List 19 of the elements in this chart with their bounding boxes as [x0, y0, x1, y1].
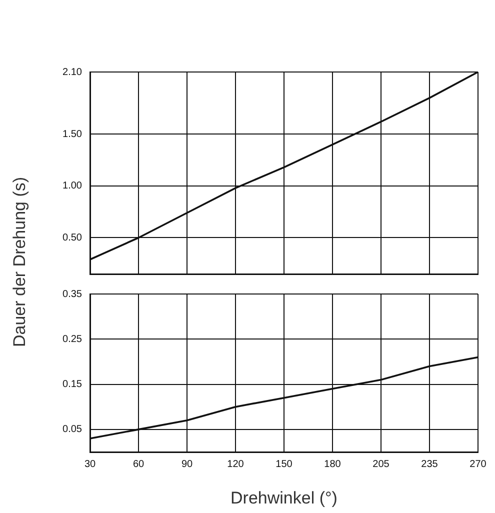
y-tick-label: 0.15	[62, 379, 82, 390]
y-tick-label: 0.25	[62, 334, 82, 345]
x-axis-title: Drehwinkel (°)	[230, 488, 338, 508]
x-tick-label: 30	[84, 458, 96, 470]
y-tick-label: 0.05	[62, 424, 82, 436]
x-tick-label: 270	[470, 458, 487, 470]
y-tick-label: 0.35	[62, 288, 82, 300]
y-tick-label: 1.00	[62, 180, 82, 192]
x-tick-label: 90	[181, 458, 193, 470]
x-tick-label: 205	[372, 458, 390, 470]
x-tick-label: 150	[276, 458, 293, 470]
y-tick-label: 0.50	[62, 232, 82, 244]
x-tick-label: 180	[324, 458, 342, 470]
x-tick-label: 235	[421, 458, 438, 470]
y-axis-title: Dauer der Drehung (s)	[9, 176, 30, 348]
x-tick-label: 120	[227, 458, 244, 470]
y-tick-label: 1.50	[62, 128, 82, 140]
x-tick-label: 60	[132, 458, 144, 470]
y-tick-label: 2.10	[62, 66, 82, 78]
